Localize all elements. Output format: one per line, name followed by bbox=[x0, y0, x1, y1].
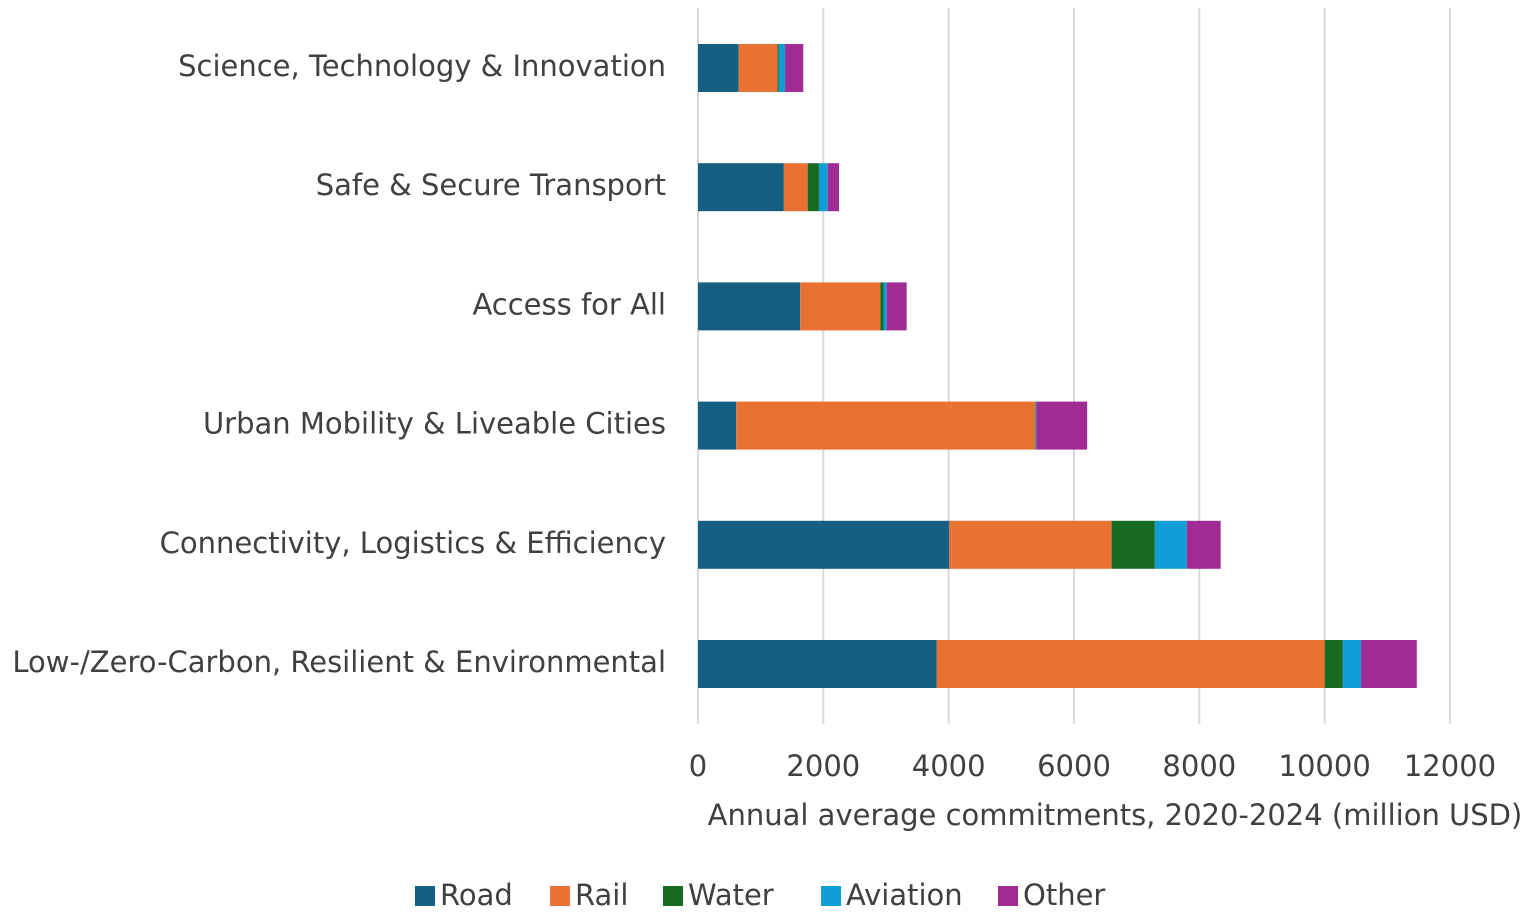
legend-label: Rail bbox=[575, 878, 628, 912]
x-tick-label: 10000 bbox=[1279, 749, 1371, 783]
legend-swatch bbox=[415, 886, 435, 906]
y-tick-label: Urban Mobility & Liveable Cities bbox=[203, 407, 666, 441]
legend-swatch bbox=[821, 886, 841, 906]
bar bbox=[1035, 401, 1037, 450]
bar bbox=[777, 44, 779, 92]
bar bbox=[778, 44, 786, 92]
bar bbox=[698, 401, 737, 450]
x-tick-label: 8000 bbox=[1162, 749, 1236, 783]
y-tick-label: Low-/Zero-Carbon, Resilient & Environmen… bbox=[12, 645, 666, 679]
bar bbox=[1035, 401, 1036, 450]
bar bbox=[936, 640, 1325, 688]
bar bbox=[698, 282, 801, 331]
bar bbox=[785, 44, 804, 92]
bar bbox=[1154, 520, 1187, 569]
x-tick-label: 12000 bbox=[1404, 749, 1496, 783]
bar bbox=[818, 163, 828, 212]
bar bbox=[1342, 640, 1362, 688]
bar bbox=[800, 282, 881, 331]
bar bbox=[827, 163, 839, 212]
legend-swatch bbox=[663, 886, 683, 906]
bar bbox=[1036, 401, 1088, 450]
bar bbox=[1111, 520, 1155, 569]
legend-label: Road bbox=[440, 878, 513, 912]
bar bbox=[783, 163, 808, 212]
x-tick-label: 4000 bbox=[912, 749, 986, 783]
bar bbox=[949, 520, 1112, 569]
y-tick-label: Connectivity, Logistics & Efficiency bbox=[160, 526, 666, 560]
legend-swatch bbox=[998, 886, 1018, 906]
y-tick-label: Access for All bbox=[472, 287, 666, 321]
bar bbox=[1361, 640, 1417, 688]
y-tick-label: Science, Technology & Innovation bbox=[178, 49, 666, 83]
bar bbox=[880, 282, 884, 331]
legend-label: Aviation bbox=[846, 878, 963, 912]
bar bbox=[698, 44, 739, 92]
x-axis-title: Annual average commitments, 2020-2024 (m… bbox=[708, 798, 1523, 832]
bar bbox=[738, 44, 778, 92]
x-tick-label: 6000 bbox=[1037, 749, 1111, 783]
y-tick-label: Safe & Secure Transport bbox=[316, 168, 666, 202]
bar bbox=[698, 520, 950, 569]
bar bbox=[886, 282, 907, 331]
bar bbox=[736, 401, 1036, 450]
bar bbox=[698, 163, 784, 212]
bar bbox=[1324, 640, 1343, 688]
bar bbox=[698, 640, 937, 688]
legend-label: Other bbox=[1023, 878, 1105, 912]
x-tick-label: 0 bbox=[689, 749, 707, 783]
bar bbox=[807, 163, 819, 212]
bar bbox=[883, 282, 887, 331]
bar bbox=[1186, 520, 1221, 569]
legend-swatch bbox=[550, 886, 570, 906]
x-tick-label: 2000 bbox=[786, 749, 860, 783]
legend-label: Water bbox=[688, 878, 774, 912]
